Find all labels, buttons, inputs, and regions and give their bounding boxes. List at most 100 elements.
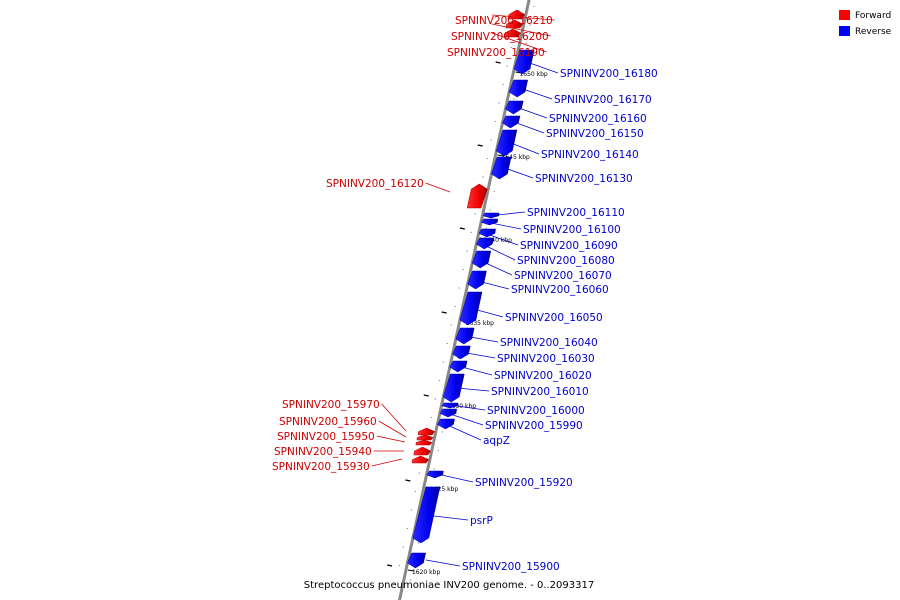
gene-arrow[interactable] (442, 373, 465, 403)
gene-arrow[interactable] (412, 486, 441, 544)
major-dash (405, 479, 411, 482)
gene-label: SPNINV200_16010 (491, 386, 589, 398)
gene-arrow[interactable] (417, 427, 435, 436)
genome-caption: Streptococcus pneumoniae INV200 genome. … (304, 580, 594, 591)
minor-tick (494, 120, 496, 123)
gene-label: aqpZ (483, 435, 510, 447)
gene-arrow[interactable] (416, 434, 434, 441)
gene-label: SPNINV200_15900 (462, 561, 560, 573)
gene-arrow[interactable] (471, 250, 492, 269)
gene-label: SPNINV200_15970 (282, 399, 380, 411)
gene-arrow[interactable] (482, 212, 500, 219)
legend-forward-label: Forward (855, 11, 891, 21)
gene-label: SPNINV200_16210 (455, 15, 553, 27)
major-dash (386, 564, 393, 567)
minor-tick (474, 213, 476, 215)
kbp-tick-label: 1620 kbp (412, 569, 440, 576)
label-connector (513, 121, 545, 134)
minor-tick (470, 231, 472, 234)
gene-label: SPNINV200_16000 (487, 405, 585, 417)
minor-tick (493, 190, 495, 193)
minor-tick (510, 46, 512, 49)
kbp-tick-label: 1645 kbp (502, 154, 530, 161)
minor-tick (409, 579, 411, 581)
kbp-tick-label: 1635 kbp (466, 320, 494, 327)
gene-arrow[interactable] (439, 408, 457, 418)
major-dash (459, 227, 465, 230)
gene-label: SPNINV200_16200 (451, 31, 549, 43)
label-connector (433, 515, 469, 521)
major-dash (423, 394, 429, 397)
gene-arrow[interactable] (505, 19, 524, 29)
minor-tick (430, 416, 432, 419)
gene-arrow[interactable] (475, 237, 494, 250)
major-dash (495, 61, 501, 64)
gene-arrow[interactable] (426, 470, 444, 479)
minor-tick (502, 83, 504, 86)
gene-arrow[interactable] (478, 228, 496, 238)
minor-tick (394, 583, 397, 585)
gene-label: SPNINV200_15940 (274, 446, 372, 458)
gene-arrow[interactable] (502, 115, 521, 129)
gene-arrow[interactable] (437, 418, 455, 430)
gene-arrow[interactable] (505, 100, 524, 115)
minor-tick (438, 379, 440, 382)
gene-label: SPNINV200_15930 (272, 461, 370, 473)
label-connector (456, 387, 490, 392)
label-connector (425, 559, 461, 567)
gene-arrow[interactable] (459, 291, 483, 326)
gene-arrow[interactable] (466, 183, 488, 209)
gene-label: SPNINV200_16130 (535, 173, 633, 185)
minor-tick (462, 268, 464, 271)
gene-arrow[interactable] (452, 345, 471, 360)
minor-tick (529, 24, 531, 26)
kbp-tick-label: 1650 kbp (519, 71, 547, 78)
gene-arrow[interactable] (455, 327, 475, 345)
minor-tick (417, 542, 419, 544)
label-connector (491, 14, 555, 21)
minor-tick (450, 324, 452, 326)
gene-label: SPNINV200_16030 (497, 353, 595, 365)
gene-arrow[interactable] (467, 270, 487, 290)
label-connector (526, 61, 559, 74)
gene-arrow[interactable] (449, 360, 468, 373)
gene-label: SPNINV200_16040 (500, 337, 598, 349)
label-connector (444, 423, 482, 441)
kbp-tick-mark (407, 569, 415, 572)
gene-label: SPNINV200_16160 (549, 113, 647, 125)
gene-label: SPNINV200_16060 (511, 284, 609, 296)
label-connector (491, 32, 547, 53)
gene-arrow[interactable] (503, 28, 522, 38)
label-connector (510, 142, 540, 155)
legend-reverse-label: Reverse (855, 27, 892, 37)
legend: Forward Reverse (839, 10, 892, 37)
gene-arrow[interactable] (496, 129, 518, 157)
label-connector (376, 435, 406, 443)
gene-arrow[interactable] (481, 218, 498, 226)
minor-tick (454, 305, 456, 308)
gene-label: SPNINV200_15950 (277, 431, 375, 443)
gene-arrow[interactable] (415, 439, 433, 446)
minor-tick (437, 449, 439, 452)
gene-arrow[interactable] (513, 49, 535, 75)
minor-tick (418, 472, 421, 474)
minor-tick (489, 209, 491, 211)
minor-tick (486, 157, 488, 160)
kbp-tick-mark (497, 154, 504, 157)
minor-tick (466, 250, 468, 252)
gene-arrow[interactable] (413, 446, 431, 456)
gene-arrow[interactable] (508, 79, 529, 98)
gene-arrow[interactable] (411, 455, 429, 464)
major-dash (477, 144, 483, 147)
minor-tick (506, 65, 508, 67)
gene-arrow[interactable] (441, 402, 459, 409)
axis-line (397, 0, 531, 600)
minor-tick (434, 398, 436, 400)
minor-tick (406, 527, 409, 530)
gene-arrow[interactable] (491, 156, 512, 180)
minor-tick (518, 9, 520, 12)
gene-arrow[interactable] (507, 9, 526, 20)
kbp-tick-label: 1625 kbp (430, 486, 458, 493)
gene-arrow[interactable] (407, 552, 427, 569)
minor-tick (398, 564, 401, 567)
